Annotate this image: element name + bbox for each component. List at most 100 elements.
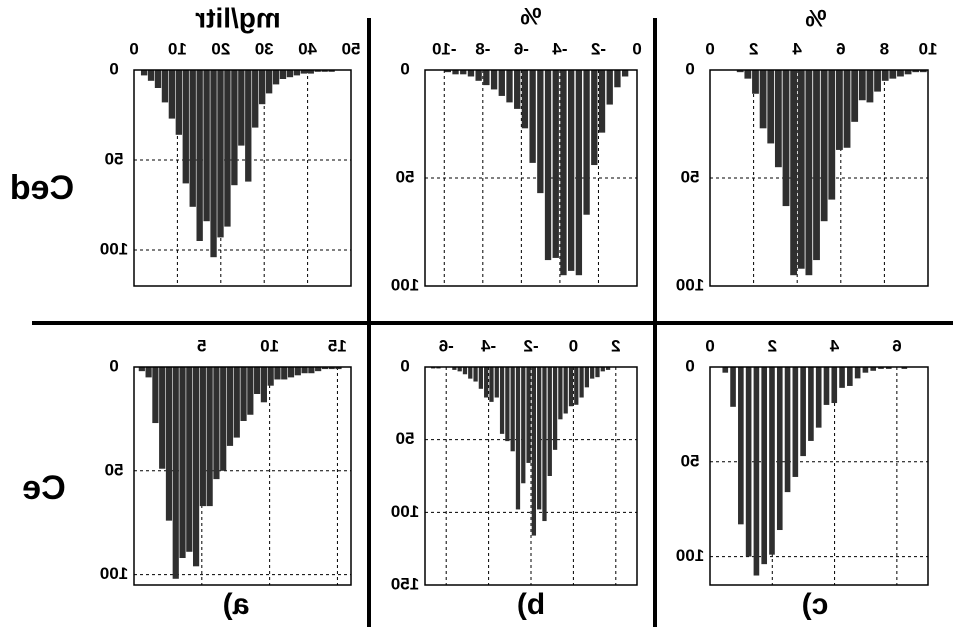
bar: [782, 70, 790, 207]
bar: [154, 70, 162, 88]
bar: [444, 70, 451, 73]
bar: [238, 70, 245, 146]
bar: [506, 70, 513, 103]
bar: [159, 367, 166, 469]
bar: [161, 70, 169, 103]
bar: [797, 70, 805, 269]
bar: [179, 367, 186, 559]
bar: [182, 70, 189, 184]
bar: [300, 70, 307, 74]
bar: [452, 70, 459, 75]
bar: [286, 70, 294, 78]
bar: [217, 70, 224, 238]
bar: [521, 70, 529, 129]
bar: [473, 367, 478, 382]
bar: [591, 70, 598, 166]
bar: [514, 70, 521, 109]
bar: [258, 70, 266, 105]
y-tick-label: 50: [396, 429, 415, 448]
x-tick-label: 50: [342, 39, 361, 58]
bar: [140, 70, 148, 76]
bar: [510, 367, 515, 452]
y-tick-label: 50: [396, 167, 415, 186]
bar: [847, 367, 853, 386]
bar: [919, 70, 927, 73]
bar: [878, 367, 884, 369]
bar: [889, 70, 897, 79]
bar: [839, 367, 845, 388]
bar: [499, 367, 505, 434]
y-tick-label: 150: [391, 574, 419, 593]
y-tick-label: 0: [400, 59, 409, 78]
bar: [293, 70, 301, 76]
bar: [590, 367, 595, 379]
y-tick-label: 50: [681, 451, 700, 470]
bar: [175, 70, 183, 135]
x-tick-label: -2: [591, 39, 606, 58]
bar: [761, 367, 768, 565]
bar: [196, 70, 203, 241]
bar: [820, 70, 828, 222]
bar: [274, 367, 281, 380]
y-tick-label: 0: [109, 59, 118, 78]
x-tick-label: 4: [829, 336, 839, 355]
bar: [769, 367, 775, 555]
bar: [240, 367, 247, 421]
bar: [808, 367, 814, 441]
bar: [281, 367, 288, 380]
x-tick-label: 0: [705, 336, 714, 355]
bar: [220, 367, 227, 471]
x-tick-label: 2: [611, 336, 620, 355]
column-label-c: c): [802, 588, 829, 621]
x-tick-label: -2: [523, 336, 538, 355]
bar: [579, 367, 584, 398]
bar: [870, 367, 877, 371]
bar: [475, 70, 482, 81]
bar: [745, 367, 752, 557]
bar: [904, 70, 912, 75]
x-tick-label: 0: [569, 336, 578, 355]
x-tick-label: 15: [328, 336, 347, 355]
bar: [233, 367, 240, 438]
bar: [494, 367, 499, 398]
bar: [800, 367, 806, 457]
bar: [823, 367, 830, 405]
x-tick-label: 0: [129, 39, 138, 58]
bar: [247, 367, 254, 415]
bar: [575, 70, 583, 276]
bar: [874, 70, 881, 92]
bar: [614, 70, 621, 88]
bar: [307, 70, 314, 74]
bar: [314, 70, 321, 72]
bar: [752, 70, 759, 94]
plot-frame: [709, 69, 929, 287]
plot-frame: [424, 69, 638, 287]
y-tick-label: 50: [105, 149, 124, 168]
bar: [736, 70, 744, 73]
bar: [245, 70, 252, 182]
bar: [843, 70, 851, 148]
bar: [851, 70, 859, 122]
bar: [595, 367, 600, 378]
bar: [457, 367, 462, 372]
bar: [828, 70, 836, 200]
bar: [483, 70, 490, 86]
bar: [805, 70, 813, 276]
bar: [621, 70, 629, 77]
bar: [192, 367, 200, 567]
bar: [784, 367, 791, 493]
bar: [210, 70, 217, 258]
bar: [203, 70, 210, 222]
bar: [831, 367, 838, 404]
bar: [267, 367, 274, 386]
plot-frame: [424, 366, 638, 586]
bar: [722, 367, 729, 373]
x-tick-label: 5: [197, 336, 206, 355]
bar: [744, 70, 752, 79]
bar: [467, 70, 475, 77]
bar: [730, 367, 736, 407]
bar: [547, 367, 552, 476]
bar: [515, 367, 521, 510]
bar: [328, 70, 335, 72]
bar: [815, 367, 822, 428]
